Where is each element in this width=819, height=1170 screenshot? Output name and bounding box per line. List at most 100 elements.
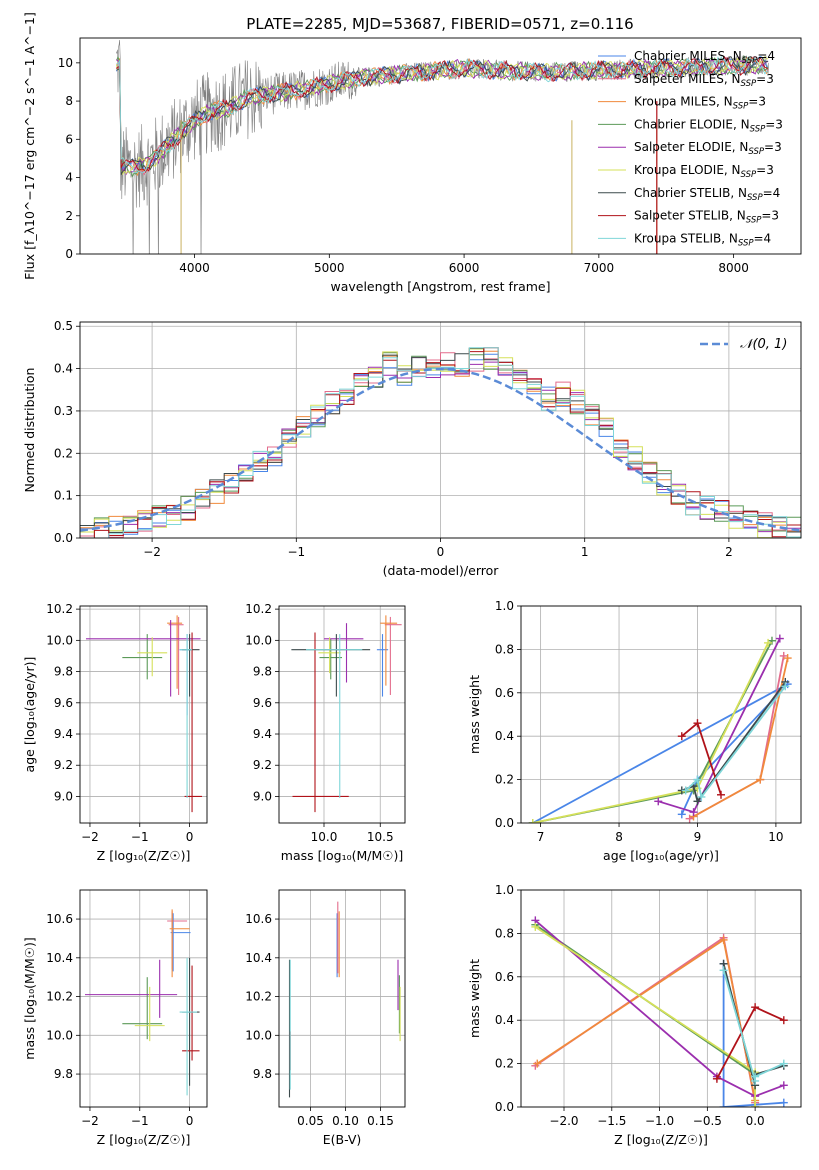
x-axis-label: Z [log₁₀(Z/Z☉)] xyxy=(97,848,191,863)
spectrum-plot-area xyxy=(115,39,769,254)
x-tick-label: −2 xyxy=(81,830,99,844)
spectrum-axes: 4000 5000 6000 7000 8000 0 2 4 6 8 10 wavelength [A… xyxy=(22,12,749,294)
x-tick-label: 9 xyxy=(694,830,702,844)
weight-line-kroupa-miles xyxy=(693,657,789,818)
x-axis-label: (data-model)/error xyxy=(383,563,500,578)
y-tick-label: 9.0 xyxy=(253,789,272,803)
x-tick-label: 1 xyxy=(581,545,589,559)
x-tick-label: 0.10 xyxy=(332,1114,359,1128)
x-tick-label: 10.0 xyxy=(311,830,338,844)
weight_vs_Z-plot-area xyxy=(531,916,788,1107)
y-tick-label: 0.2 xyxy=(54,446,73,460)
age_vs_mass-frame xyxy=(278,605,406,824)
histogram-plot-area xyxy=(80,347,801,538)
x-tick-label: 0.15 xyxy=(367,1114,394,1128)
weight-line-salpeter-elodie xyxy=(534,919,785,1098)
gaussian-curve xyxy=(80,367,801,532)
age_vs_mass-axes: 10.0 10.5 9.0 9.2 9.4 9.6 9.8 10.0 10.2 mass [log… xyxy=(245,602,405,863)
x-tick-label: 8000 xyxy=(718,261,749,275)
x-tick-label: −2.0 xyxy=(549,1114,578,1128)
weight-line-chabrier-elodie xyxy=(532,640,773,823)
y-axis-label: mass weight xyxy=(467,959,482,1038)
y-tick-label: 9.2 xyxy=(253,758,272,772)
y-tick-label: 9.8 xyxy=(253,1067,272,1081)
x-axis-label: age [log₁₀(age/yr)] xyxy=(603,848,719,863)
y-tick-label: 0.8 xyxy=(495,642,514,656)
weight_vs_age-frame xyxy=(520,605,802,824)
legend-entry: Salpeter MILES, NSSP=3 xyxy=(634,72,774,89)
y-tick-label: 9.6 xyxy=(54,696,73,710)
model-spectrum-chabrier-elodie xyxy=(115,55,769,178)
y-tick-label: 9.8 xyxy=(54,1067,73,1081)
y-tick-label: 9.0 xyxy=(54,789,73,803)
x-tick-label: 10 xyxy=(768,830,783,844)
mass_vs_Z-axes: −2 −1 0 9.8 10.0 10.2 10.4 10.6 Z [log₁₀(Z/Z☉)] m… xyxy=(22,890,207,1147)
y-tick-label: 10.2 xyxy=(245,602,272,616)
y-tick-label: 9.4 xyxy=(54,727,73,741)
y-tick-label: 1.0 xyxy=(495,599,514,613)
y-tick-label: 10.0 xyxy=(46,1028,73,1042)
x-tick-label: 0 xyxy=(437,545,445,559)
y-tick-label: 6 xyxy=(65,132,73,146)
legend-entry: Chabrier STELIB, NSSP=4 xyxy=(634,186,780,203)
x-tick-label: −1 xyxy=(131,830,149,844)
x-tick-label: 4000 xyxy=(179,261,210,275)
x-tick-label: 0 xyxy=(186,830,194,844)
y-tick-label: 9.6 xyxy=(253,696,272,710)
spectrum-frame xyxy=(79,37,802,255)
legend-entry: Salpeter ELODIE, NSSP=3 xyxy=(634,140,782,157)
y-tick-label: 9.8 xyxy=(253,665,272,679)
x-tick-label: 7000 xyxy=(584,261,615,275)
weight_vs_Z-frame xyxy=(520,889,802,1108)
x-axis-label: E(B-V) xyxy=(323,1132,362,1147)
y-axis-label: mass weight xyxy=(467,675,482,754)
x-axis-label: wavelength [Angstrom, rest frame] xyxy=(330,279,550,294)
y-tick-label: 0.4 xyxy=(495,729,514,743)
y-tick-label: 0.8 xyxy=(495,926,514,940)
residuals-axes: −2 −1 0 1 2 0.0 0.1 0.2 0.3 0.4 0.5 (data-model)/er… xyxy=(22,319,801,578)
y-tick-label: 10.6 xyxy=(46,912,73,926)
legend-entry: 𝒩(0, 1) xyxy=(740,337,787,352)
legend-entry: Chabrier ELODIE, NSSP=3 xyxy=(634,117,783,134)
weight-line-chabrier-miles xyxy=(722,963,784,1107)
weight-line-salpeter-stelib xyxy=(681,721,722,796)
y-tick-label: 10.0 xyxy=(46,633,73,647)
x-tick-label: 7 xyxy=(537,830,545,844)
x-tick-label: 8 xyxy=(615,830,623,844)
x-tick-label: 0 xyxy=(186,1114,194,1128)
y-tick-label: 0 xyxy=(65,247,73,261)
x-tick-label: −2 xyxy=(81,1114,99,1128)
x-axis-label: Z [log₁₀(Z/Z☉)] xyxy=(97,1132,191,1147)
weight-line-chabrier-miles xyxy=(532,683,789,823)
y-tick-label: 10.2 xyxy=(245,990,272,1004)
y-tick-label: 10.4 xyxy=(46,951,73,965)
mass_vs_ebv-plot-area xyxy=(288,901,401,1098)
x-tick-label: 0.0 xyxy=(746,1114,765,1128)
spectrum-legend: Chabrier MILES, NSSP=4 Salpeter MILES, NS… xyxy=(598,49,783,248)
x-tick-label: −1.5 xyxy=(597,1114,626,1128)
y-tick-label: 0.0 xyxy=(54,531,73,545)
mass_vs_ebv-axes: 0.05 0.10 0.15 9.8 10.0 10.2 10.4 10.6 E(B-V) xyxy=(245,890,405,1147)
x-tick-label: 6000 xyxy=(449,261,480,275)
legend-entry: Kroupa STELIB, NSSP=4 xyxy=(634,231,771,248)
x-tick-label: −2 xyxy=(143,545,161,559)
histogram-kroupa-stelib xyxy=(80,347,801,538)
x-tick-label: −1.0 xyxy=(645,1114,674,1128)
y-tick-label: 0.4 xyxy=(54,362,73,376)
x-tick-label: −1 xyxy=(287,545,305,559)
legend-entry: Salpeter STELIB, NSSP=3 xyxy=(634,209,779,226)
y-tick-label: 2 xyxy=(65,209,73,223)
mass_vs_Z-frame xyxy=(79,889,208,1108)
weight-line-kroupa-stelib xyxy=(685,685,787,800)
y-tick-label: 0.3 xyxy=(54,404,73,418)
model-spectrum-kroupa-stelib xyxy=(116,55,769,174)
y-tick-label: 0.1 xyxy=(54,489,73,503)
y-tick-label: 10.0 xyxy=(245,633,272,647)
legend-entry: Kroupa ELODIE, NSSP=3 xyxy=(634,163,774,180)
x-tick-label: 0.05 xyxy=(297,1114,324,1128)
histogram-salpeter-stelib xyxy=(80,347,801,538)
y-tick-label: 10.6 xyxy=(245,912,272,926)
y-tick-label: 9.2 xyxy=(54,758,73,772)
y-tick-label: 9.8 xyxy=(54,665,73,679)
y-tick-label: 0.5 xyxy=(54,319,73,333)
